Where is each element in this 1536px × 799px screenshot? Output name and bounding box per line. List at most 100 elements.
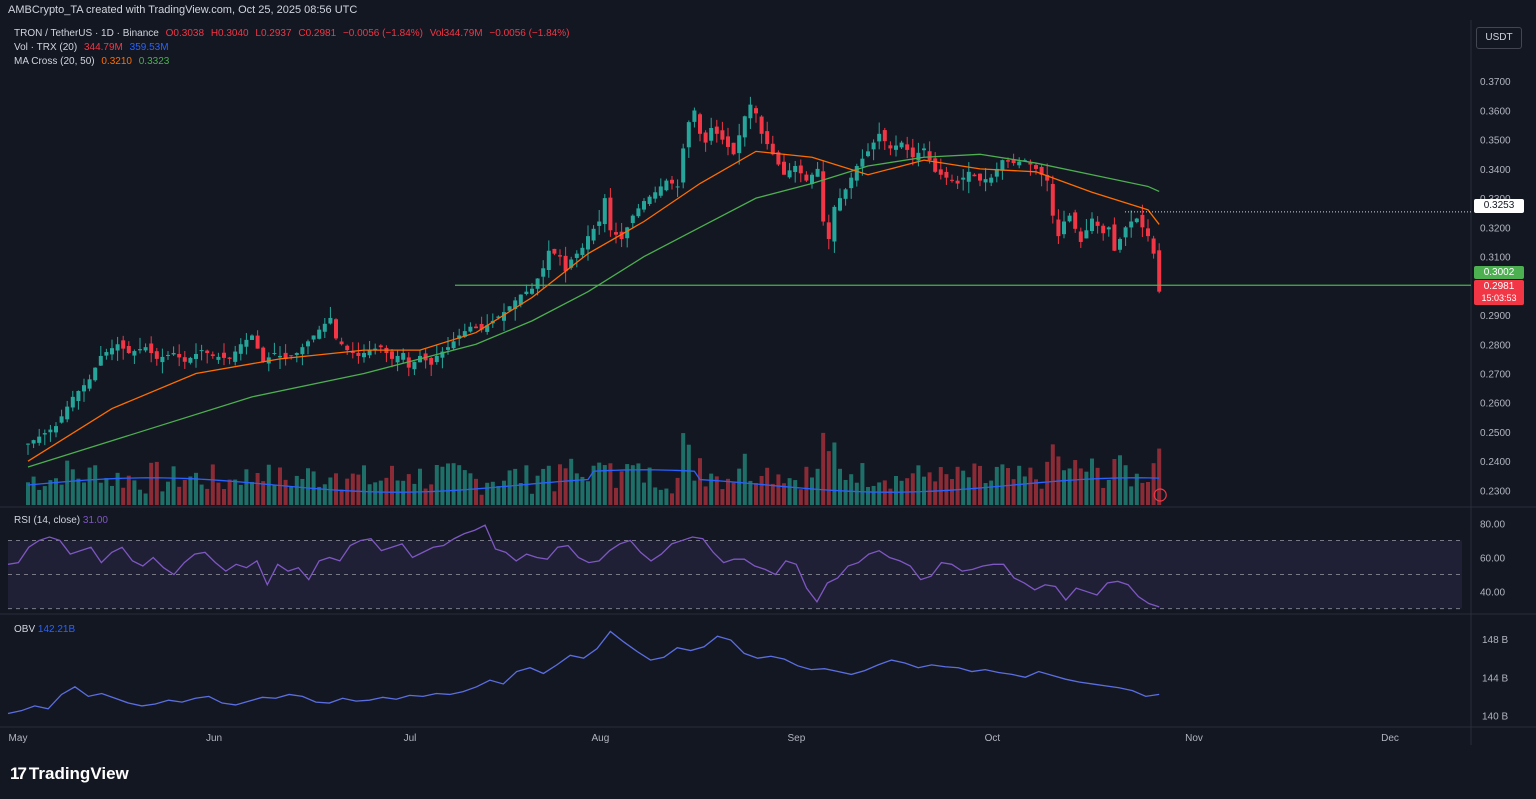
candle-body xyxy=(37,436,42,443)
volume-bar xyxy=(552,491,557,505)
volume-bar xyxy=(42,486,47,505)
candle-body xyxy=(451,341,456,349)
ma-cross-label[interactable]: MA Cross (20, 50) xyxy=(14,56,95,67)
obv-tick-label: 144 B xyxy=(1482,673,1508,684)
candle-body xyxy=(390,351,394,359)
candle-body xyxy=(110,348,114,355)
volume-bar xyxy=(59,484,64,505)
tradingview-logo-text: TradingView xyxy=(28,764,129,783)
volume-bar xyxy=(306,468,310,505)
volume-bar xyxy=(938,467,943,505)
candle-body xyxy=(373,348,378,350)
time-tick-label: May xyxy=(9,733,28,744)
volume-bar xyxy=(255,472,260,505)
candle-body xyxy=(42,433,47,435)
candle-body xyxy=(1140,214,1145,228)
candle-body xyxy=(552,248,557,254)
candle-body xyxy=(300,347,305,355)
candle-body xyxy=(574,253,579,258)
candle-body xyxy=(933,158,938,172)
candle-body xyxy=(367,350,372,356)
volume-bar xyxy=(541,468,546,505)
candle-body xyxy=(709,127,714,141)
volume-bar xyxy=(154,461,159,505)
price-tick-label: 0.2500 xyxy=(1480,428,1511,439)
volume-bar xyxy=(955,466,960,505)
ma-slow-value: 0.3323 xyxy=(138,56,170,67)
volume-bar xyxy=(289,486,294,505)
volume-bar xyxy=(653,487,658,505)
obv-label[interactable]: OBV xyxy=(14,624,36,635)
price-tick-label: 0.2800 xyxy=(1480,340,1511,351)
volume-bar xyxy=(630,465,635,505)
volume-bar xyxy=(782,483,786,505)
ma-legend: MA Cross (20, 50) 0.3210 0.3323 xyxy=(14,56,173,67)
volume-bar xyxy=(664,488,669,505)
volume-bar xyxy=(961,470,966,505)
volume-bar xyxy=(31,476,36,505)
volume-bar xyxy=(334,473,338,505)
candle-body xyxy=(177,353,182,358)
currency-button[interactable]: USDT xyxy=(1476,27,1522,49)
candle-body xyxy=(754,108,758,114)
volume-bar xyxy=(138,489,142,505)
volume-bar xyxy=(82,482,86,505)
volume-bar xyxy=(832,442,837,505)
volume-bar xyxy=(1157,448,1162,505)
candle-body xyxy=(810,174,814,184)
candle-body xyxy=(250,335,254,340)
price-tick-label: 0.3400 xyxy=(1480,165,1511,176)
candle-body xyxy=(1106,227,1111,230)
candle-body xyxy=(126,345,131,354)
volume-bar xyxy=(1000,464,1005,505)
candle-body xyxy=(468,326,473,332)
candle-body xyxy=(474,326,478,329)
volume-bar xyxy=(227,479,232,505)
candle-body xyxy=(1073,212,1078,229)
candle-body xyxy=(681,148,686,183)
candle-body xyxy=(334,319,338,339)
volume-bar xyxy=(205,488,210,505)
tradingview-logo[interactable]: 17 TradingView xyxy=(10,764,129,784)
candle-body xyxy=(216,356,221,360)
candle-body xyxy=(1146,228,1150,237)
candle-body xyxy=(731,142,736,155)
volume-bar xyxy=(614,487,618,505)
time-tick-label: Jul xyxy=(404,733,417,744)
volume-indicator-value: 344.79M xyxy=(83,42,123,53)
rsi-label[interactable]: RSI (14, close) xyxy=(14,515,81,526)
candle-body xyxy=(395,355,400,363)
volume-bar xyxy=(502,480,506,505)
candle-body xyxy=(434,355,439,363)
obv-tick-label: 148 B xyxy=(1482,635,1508,646)
volume-bar xyxy=(787,478,792,505)
volume-bar xyxy=(642,482,646,505)
volume-bar xyxy=(776,474,781,505)
price-tick-label: 0.3700 xyxy=(1480,77,1511,88)
volume-bar xyxy=(210,464,215,505)
candle-body xyxy=(87,379,92,389)
obv-legend: OBV 142.21B xyxy=(14,624,75,635)
candle-body xyxy=(1017,161,1022,166)
volume-bar xyxy=(188,476,193,505)
volume-bar xyxy=(350,473,355,505)
volume-bar xyxy=(698,458,702,505)
volume-bar xyxy=(194,472,198,505)
volume-bar xyxy=(462,470,467,505)
volume-indicator-label[interactable]: Vol · TRX (20) xyxy=(14,42,78,53)
volume-bar xyxy=(48,480,53,505)
volume-bar xyxy=(26,482,30,505)
candle-body xyxy=(401,353,406,360)
volume-bar xyxy=(866,487,870,505)
volume-bar xyxy=(177,486,182,505)
candle-body xyxy=(894,145,898,150)
candle-body xyxy=(440,351,445,358)
candle-body xyxy=(563,255,568,272)
symbol-name[interactable]: TRON / TetherUS · 1D · Binance xyxy=(14,28,159,39)
candle-body xyxy=(832,206,837,242)
volume-bar xyxy=(98,482,103,505)
candle-body xyxy=(888,145,893,149)
volume-bar xyxy=(1039,488,1044,505)
